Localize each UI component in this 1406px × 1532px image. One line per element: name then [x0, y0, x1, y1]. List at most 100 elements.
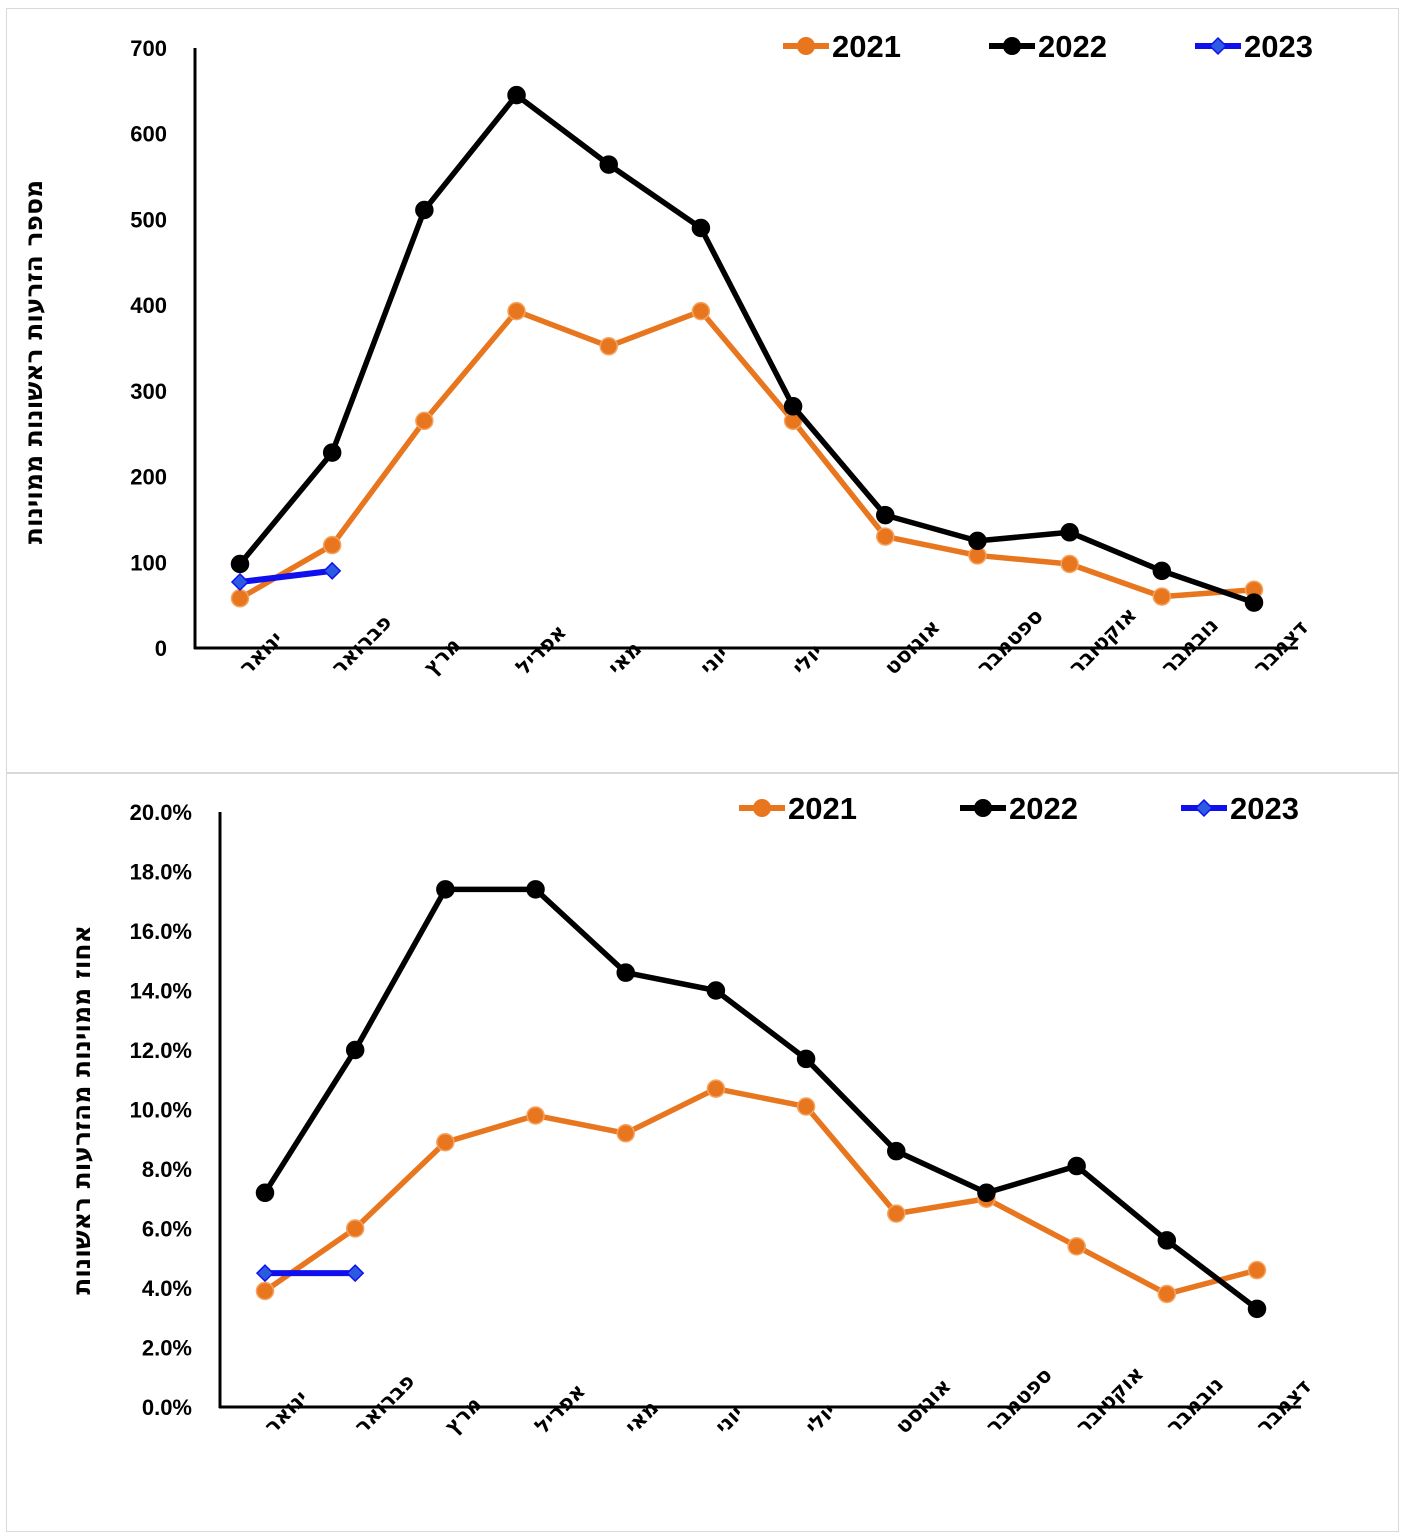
- data-point-2021: [1060, 554, 1079, 574]
- data-point-2021: [322, 535, 342, 555]
- x-tick-label: נובמבר: [1161, 1372, 1228, 1439]
- data-point-2021: [507, 301, 526, 321]
- legend-marker-2022: [974, 799, 992, 817]
- data-point-2022: [616, 963, 635, 982]
- y-axis-title: אחוז ממוינות מהזרעות ראשונות: [67, 925, 96, 1295]
- chart-panel-first-inseminations: 0 100 200 300 400 500 600 700 ינואר פברואר מרץ אפרי…: [6, 8, 1399, 774]
- legend-marker-2021: [797, 37, 815, 55]
- y-tick-label: 300: [130, 379, 167, 404]
- x-tick-label: ינואר: [235, 627, 288, 680]
- data-point-2022: [1244, 593, 1264, 612]
- series-line-2022: [237, 92, 1255, 606]
- data-point-2021: [526, 1106, 545, 1125]
- x-tick-label: יולי: [788, 640, 828, 680]
- x-tick-label: ספטמבר: [972, 604, 1048, 680]
- line-chart-count: 0 100 200 300 400 500 600 700 ינואר פברואר מרץ אפרי…: [19, 29, 1313, 680]
- data-point-2022: [968, 531, 987, 551]
- x-tick-label: מאי: [603, 637, 646, 680]
- x-tick-label: ינואר: [260, 1386, 313, 1439]
- data-point-2021: [599, 337, 618, 356]
- legend-label-2022: 2022: [1038, 29, 1107, 64]
- series-2022: [230, 85, 1264, 612]
- series-line-2023: [239, 567, 333, 585]
- legend-label-2023: 2023: [1244, 29, 1313, 64]
- series-line-2022: [262, 886, 1259, 1312]
- data-point-2022: [1060, 523, 1079, 542]
- legend-label-2021: 2021: [788, 791, 857, 826]
- data-point-2022: [1152, 561, 1172, 581]
- data-point-2022: [526, 880, 545, 899]
- data-point-2022: [706, 981, 726, 1000]
- y-tick-label: 100: [130, 550, 167, 575]
- x-tick-label: נובמבר: [1156, 613, 1223, 680]
- data-point-2022: [507, 85, 526, 105]
- data-point-2021: [255, 1281, 275, 1301]
- data-point-2021: [691, 301, 711, 321]
- legend-marker-2022: [1003, 37, 1021, 55]
- x-tick-label: מרץ: [440, 1392, 486, 1438]
- data-point-2022: [876, 505, 895, 525]
- line-chart-percent: 0.0% 2.0% 4.0% 6.0% 8.0% 10.0% 12.0% 14.0% 16.0%…: [67, 791, 1316, 1439]
- data-point-2023: [346, 1264, 365, 1283]
- y-tick-label: 600: [130, 122, 167, 147]
- data-point-2022: [345, 1040, 365, 1060]
- y-tick-label: 20.0%: [130, 800, 192, 825]
- x-tick-label: אוקטובר: [1064, 603, 1141, 680]
- x-tick-label: אפריל: [530, 1379, 590, 1439]
- x-tick-label: פברואר: [327, 610, 397, 680]
- y-tick-label: 14.0%: [130, 979, 192, 1004]
- y-tick-label: 400: [130, 293, 167, 318]
- data-point-2021: [415, 411, 434, 431]
- series-2021: [255, 1079, 1267, 1304]
- x-tick-label: פברואר: [350, 1369, 420, 1439]
- legend-label-2021: 2021: [832, 29, 901, 64]
- series-2021: [230, 301, 1264, 608]
- data-point-2022: [322, 443, 342, 462]
- data-point-2021: [876, 527, 895, 546]
- y-tick-label: 6.0%: [142, 1217, 192, 1242]
- data-point-2022: [1247, 1299, 1267, 1319]
- data-point-2021: [1067, 1237, 1086, 1256]
- legend-label-2023: 2023: [1230, 791, 1299, 826]
- y-tick-label: 12.0%: [130, 1038, 192, 1063]
- x-tick-label: יולי: [801, 1399, 841, 1439]
- legend-marker-2023: [1208, 36, 1228, 56]
- legend-label-2022: 2022: [1009, 791, 1078, 826]
- y-tick-label: 200: [130, 465, 167, 490]
- chart-panel-percent: 0.0% 2.0% 4.0% 6.0% 8.0% 10.0% 12.0% 14.0% 16.0%…: [0, 772, 1406, 1532]
- data-point-2022: [1157, 1231, 1177, 1250]
- y-tick-label: 10.0%: [130, 1098, 192, 1123]
- data-point-2021: [1157, 1284, 1177, 1304]
- y-tick-label: 2.0%: [142, 1336, 192, 1361]
- series-line-2021: [263, 1085, 1258, 1297]
- data-point-2022: [977, 1183, 996, 1203]
- data-point-2021: [1152, 587, 1172, 606]
- data-point-2021: [796, 1097, 816, 1116]
- chart-border: [6, 8, 1399, 774]
- y-tick-label: 0: [155, 636, 167, 661]
- data-point-2023: [323, 561, 342, 580]
- y-tick-label: 4.0%: [142, 1276, 192, 1301]
- data-point-2022: [415, 200, 434, 220]
- data-point-2022: [1067, 1156, 1086, 1176]
- data-point-2021: [706, 1079, 726, 1098]
- data-point-2022: [255, 1183, 275, 1203]
- data-point-2021: [230, 589, 250, 608]
- data-point-2023: [255, 1264, 275, 1283]
- data-point-2022: [436, 880, 455, 899]
- y-tick-label: 700: [130, 36, 167, 61]
- series-2022: [255, 880, 1267, 1319]
- y-axis-title: מספר הזרעות ראשונות ממוינות: [19, 180, 48, 544]
- y-tick-label: 16.0%: [130, 919, 192, 944]
- data-point-2022: [783, 397, 803, 416]
- series-2023: [255, 1264, 365, 1283]
- data-point-2022: [230, 554, 250, 574]
- series-line-2021: [238, 308, 1255, 601]
- x-tick-label: מרץ: [419, 633, 465, 679]
- x-tick-label: ספטמבר: [981, 1363, 1057, 1439]
- legend-marker-2021: [753, 799, 771, 817]
- x-tick-label: מאי: [620, 1396, 663, 1439]
- y-tick-label: 500: [130, 207, 167, 232]
- x-tick-label: אפריל: [511, 620, 571, 680]
- data-point-2021: [345, 1219, 365, 1238]
